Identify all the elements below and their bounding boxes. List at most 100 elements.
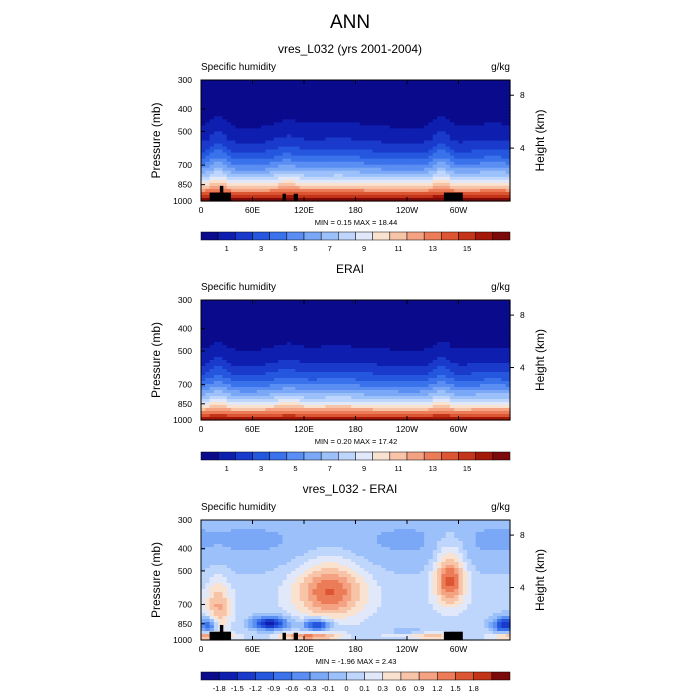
field-cell — [437, 318, 442, 322]
field-cell — [441, 125, 447, 129]
field-cell — [295, 357, 301, 361]
field-cell — [454, 309, 460, 313]
field-cell — [213, 80, 219, 84]
field-cell — [419, 348, 425, 352]
field-cell — [329, 152, 335, 157]
field-cell — [269, 363, 275, 367]
field-cell — [411, 92, 417, 96]
field-cell — [484, 300, 490, 304]
field-cell — [299, 83, 305, 87]
field-cell — [329, 119, 335, 123]
field-cell — [252, 327, 258, 331]
field-cell — [256, 366, 262, 370]
field-cell — [252, 107, 258, 111]
field-cell — [248, 194, 254, 199]
field-cell — [415, 309, 421, 313]
field-cell — [454, 381, 460, 385]
field-cell — [475, 191, 481, 196]
field-cell — [252, 351, 258, 355]
field-cell — [205, 197, 211, 202]
field-cell — [235, 369, 241, 373]
field-cell — [226, 164, 232, 169]
field-cell — [278, 345, 284, 349]
field-cell — [462, 333, 468, 337]
field-cell — [304, 351, 309, 355]
field-cell — [342, 149, 348, 154]
field-cell — [226, 113, 232, 117]
field-cell — [475, 92, 481, 96]
field-cell — [316, 191, 322, 196]
field-cell — [304, 372, 309, 376]
field-cell — [359, 351, 365, 355]
field-cell — [329, 107, 335, 111]
field-cell — [462, 185, 468, 190]
field-cell — [308, 149, 314, 154]
field-cell — [325, 339, 331, 343]
field-cell — [402, 98, 408, 102]
field-cell — [308, 155, 314, 160]
field-cell — [441, 188, 447, 193]
field-cell — [334, 83, 339, 87]
field-cell — [269, 381, 275, 385]
field-cell — [256, 306, 262, 310]
field-cell — [278, 95, 284, 99]
field-cell — [334, 363, 339, 367]
field-cell — [321, 381, 327, 385]
field-cell — [226, 324, 232, 328]
field-cell — [243, 146, 249, 151]
field-cell — [235, 197, 241, 202]
terrain-mask — [209, 192, 226, 201]
field-cell — [243, 125, 249, 129]
field-cell — [256, 152, 262, 157]
field-cell — [338, 92, 344, 96]
field-cell — [299, 119, 305, 123]
field-cell — [205, 315, 211, 319]
field-cell — [213, 312, 219, 316]
field-cell — [346, 140, 352, 145]
field-cell — [205, 194, 211, 199]
field-cell — [411, 354, 417, 358]
field-cell — [252, 318, 258, 322]
field-cell — [471, 104, 477, 108]
field-cell — [419, 161, 425, 166]
field-cell — [389, 173, 395, 178]
field-cell — [286, 110, 292, 114]
field-cell — [205, 125, 211, 129]
field-cell — [338, 194, 344, 199]
field-cell — [467, 86, 472, 90]
field-cell — [355, 179, 361, 184]
field-cell — [475, 164, 481, 169]
field-cell — [449, 315, 455, 319]
field-cell — [462, 188, 468, 193]
field-cell — [458, 312, 464, 316]
field-cell — [304, 89, 309, 93]
field-cell — [342, 128, 348, 133]
field-cell — [209, 366, 215, 370]
field-cell — [299, 300, 305, 304]
field-cell — [282, 354, 288, 358]
field-cell — [475, 134, 481, 139]
field-cell — [398, 318, 404, 322]
field-cell — [239, 143, 245, 148]
field-cell — [445, 152, 451, 157]
field-cell — [243, 315, 249, 319]
field-cell — [381, 339, 387, 343]
field-cell — [231, 98, 236, 102]
field-cell — [325, 86, 331, 90]
field-cell — [488, 164, 494, 169]
field-cell — [308, 98, 314, 102]
field-cell — [252, 152, 258, 157]
field-cell — [497, 176, 503, 181]
field-cell — [239, 83, 245, 87]
field-cell — [467, 191, 472, 196]
field-cell — [248, 339, 254, 343]
field-cell — [394, 155, 400, 160]
field-cell — [226, 345, 232, 349]
field-cell — [273, 155, 279, 160]
field-cell — [432, 333, 438, 337]
field-cell — [368, 125, 374, 129]
field-cell — [299, 146, 305, 151]
field-cell — [415, 197, 421, 202]
field-cell — [428, 98, 434, 102]
field-cell — [355, 366, 361, 370]
